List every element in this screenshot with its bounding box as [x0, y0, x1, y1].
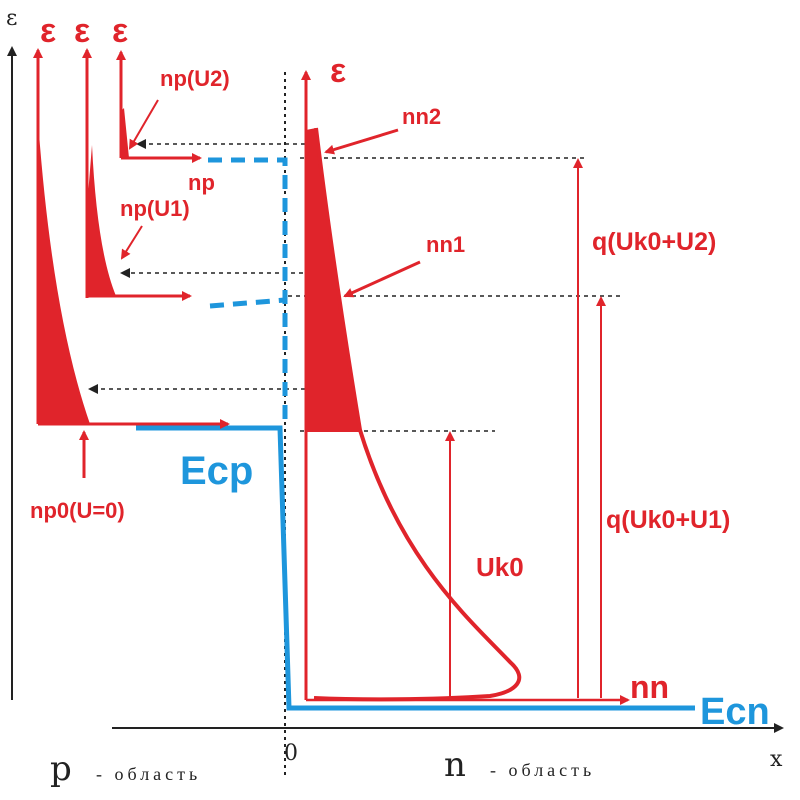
label-np-u1: nр(U1)	[120, 196, 190, 221]
distribution-np-u1	[88, 145, 116, 296]
x-axis-label: x	[770, 747, 783, 772]
nn-curve	[313, 127, 522, 702]
n-region-word: - область	[490, 760, 595, 780]
distribution-np0	[38, 120, 90, 424]
origin-label: 0	[284, 741, 298, 766]
label-np0: nр0(U=0)	[30, 498, 125, 523]
p-region-letter: p	[50, 749, 72, 789]
label-q-u2: q(Uk0+U2)	[592, 228, 716, 256]
label-q-u1: q(Uk0+U1)	[606, 506, 730, 534]
p-region-word: - область	[96, 764, 201, 784]
ecp-band-edge	[136, 425, 695, 711]
epsilon-label-2: ε	[74, 12, 90, 50]
epsilon-label-1: ε	[40, 12, 56, 50]
label-nn1: nn1	[426, 232, 465, 257]
label-uk0: Uk0	[476, 552, 524, 582]
label-ecp: Eср	[180, 449, 253, 493]
epsilon-label-3: ε	[112, 12, 128, 50]
label-np-u2: nр(U2)	[160, 66, 230, 91]
y-axis-label: ε	[6, 6, 17, 31]
nn1-pointer	[343, 260, 421, 298]
ecp-shifted-u1	[209, 297, 286, 309]
epsilon-label-4: ε	[330, 52, 346, 90]
np-u2-pointer	[128, 99, 159, 150]
np-u1-pointer	[120, 225, 143, 260]
label-np: nр	[188, 170, 215, 195]
ecp-shifted-u2	[208, 157, 288, 428]
label-nn: nn	[630, 669, 669, 705]
label-nn2: nn2	[402, 104, 441, 129]
label-ecn: Eсn	[700, 691, 770, 733]
n-region-letter: n	[444, 745, 466, 785]
nn2-pointer	[324, 128, 399, 155]
